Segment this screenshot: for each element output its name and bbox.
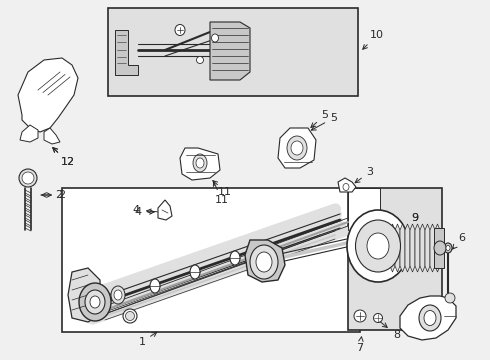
Ellipse shape: [190, 265, 200, 279]
Ellipse shape: [434, 241, 446, 255]
Ellipse shape: [354, 310, 366, 322]
Ellipse shape: [175, 24, 185, 36]
Text: 9: 9: [412, 213, 418, 223]
Text: 12: 12: [53, 148, 75, 167]
Text: 10: 10: [363, 30, 384, 49]
Polygon shape: [348, 188, 442, 330]
Polygon shape: [415, 224, 420, 272]
Ellipse shape: [250, 245, 278, 279]
Polygon shape: [405, 224, 410, 272]
Ellipse shape: [85, 290, 105, 314]
Ellipse shape: [114, 290, 122, 300]
Ellipse shape: [79, 283, 111, 321]
Ellipse shape: [150, 279, 160, 293]
Polygon shape: [180, 148, 220, 180]
Polygon shape: [44, 128, 60, 144]
Ellipse shape: [444, 243, 452, 253]
Ellipse shape: [125, 311, 134, 320]
Text: 4: 4: [133, 205, 157, 215]
Bar: [434, 228, 444, 268]
Polygon shape: [20, 125, 38, 142]
Ellipse shape: [356, 220, 400, 272]
Polygon shape: [430, 224, 435, 272]
Ellipse shape: [347, 210, 409, 282]
Polygon shape: [18, 58, 78, 132]
Text: 11: 11: [214, 181, 229, 205]
Text: 6: 6: [452, 233, 466, 249]
Bar: [108, 8, 358, 96]
Ellipse shape: [445, 293, 455, 303]
Polygon shape: [158, 200, 172, 220]
Ellipse shape: [123, 309, 137, 323]
Polygon shape: [338, 178, 356, 192]
Ellipse shape: [230, 251, 240, 265]
Ellipse shape: [212, 34, 219, 42]
Polygon shape: [400, 296, 456, 340]
Polygon shape: [400, 224, 405, 272]
Polygon shape: [210, 22, 250, 80]
Ellipse shape: [22, 172, 34, 184]
Text: 7: 7: [356, 337, 364, 353]
Ellipse shape: [111, 286, 125, 304]
Text: 3: 3: [355, 167, 373, 183]
Ellipse shape: [90, 296, 100, 308]
Ellipse shape: [287, 136, 307, 160]
Ellipse shape: [19, 169, 37, 187]
Ellipse shape: [291, 141, 303, 155]
Ellipse shape: [424, 310, 436, 325]
Ellipse shape: [419, 305, 441, 331]
Polygon shape: [348, 188, 380, 230]
Ellipse shape: [196, 57, 203, 63]
Text: 2: 2: [41, 190, 65, 200]
Polygon shape: [425, 224, 430, 272]
Polygon shape: [420, 224, 425, 272]
Text: 1: 1: [139, 332, 157, 347]
Ellipse shape: [193, 154, 207, 172]
Text: 8: 8: [380, 322, 400, 340]
Polygon shape: [395, 224, 400, 272]
Polygon shape: [62, 188, 440, 332]
Ellipse shape: [446, 246, 450, 251]
Ellipse shape: [196, 158, 204, 168]
Text: 2: 2: [42, 190, 62, 200]
Ellipse shape: [256, 252, 272, 272]
Ellipse shape: [343, 184, 349, 190]
Polygon shape: [390, 224, 395, 272]
Text: 5: 5: [311, 110, 328, 127]
Text: 12: 12: [53, 148, 75, 167]
Text: 5: 5: [311, 113, 337, 130]
Polygon shape: [68, 268, 100, 322]
Ellipse shape: [367, 233, 389, 259]
Polygon shape: [115, 30, 138, 75]
Text: 9: 9: [412, 213, 418, 223]
Polygon shape: [410, 224, 415, 272]
Polygon shape: [245, 240, 285, 282]
Polygon shape: [278, 128, 316, 168]
Text: 4: 4: [135, 207, 154, 217]
Polygon shape: [435, 224, 440, 272]
Ellipse shape: [373, 314, 383, 323]
Text: 11: 11: [213, 181, 232, 197]
